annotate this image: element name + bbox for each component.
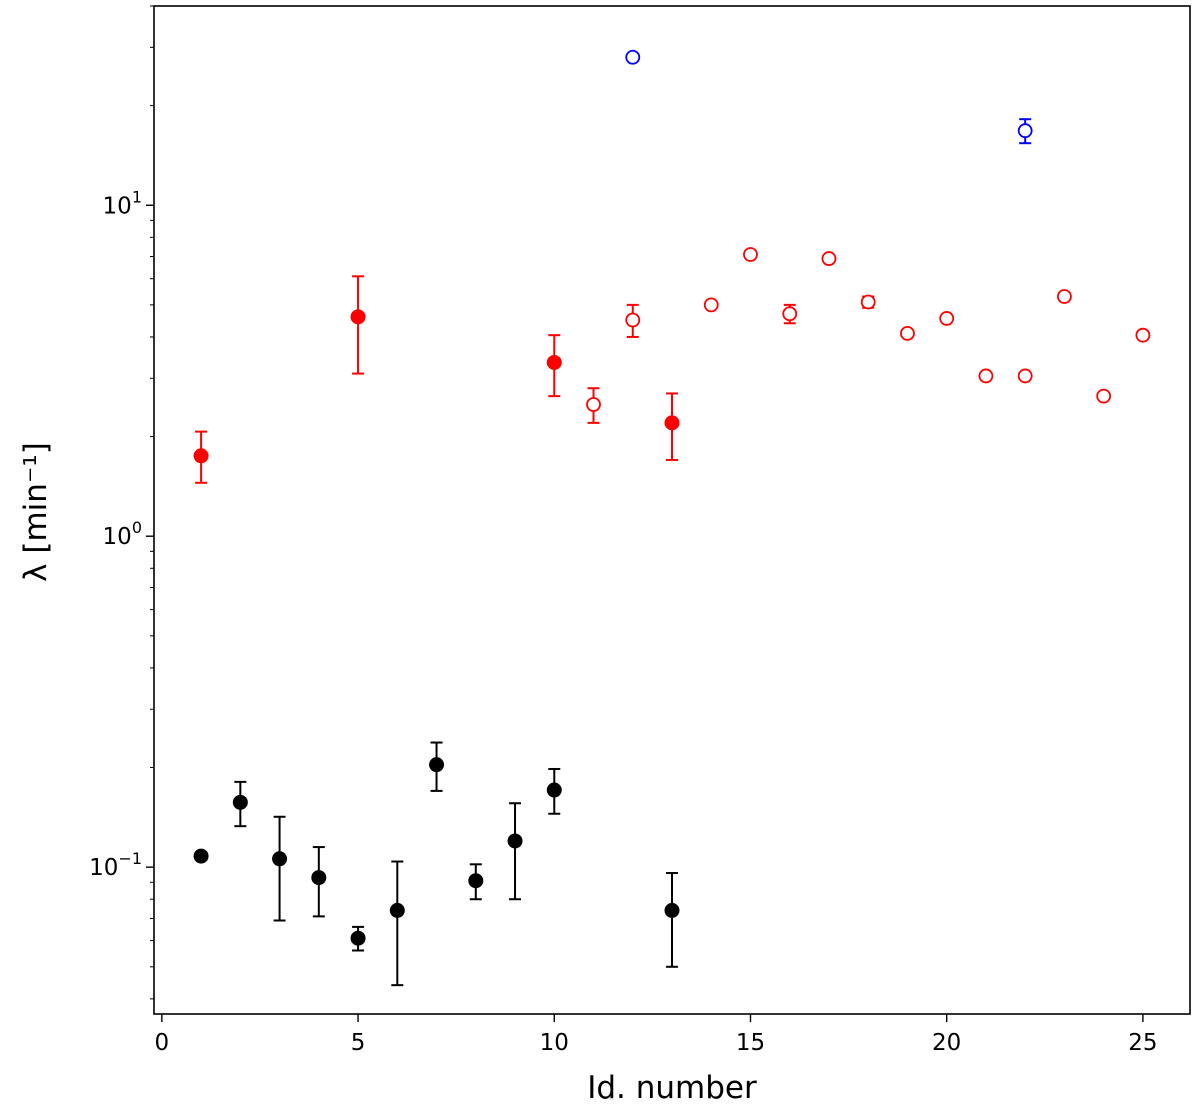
data-point xyxy=(743,247,758,262)
data-point xyxy=(703,297,719,313)
data-point xyxy=(193,848,209,864)
x-tick-label: 10 xyxy=(540,1030,569,1056)
series-group xyxy=(586,247,1151,424)
x-tick-label: 5 xyxy=(351,1030,366,1056)
x-tick-label: 20 xyxy=(932,1030,961,1056)
y-axis-label: λ [min⁻¹] xyxy=(18,442,54,582)
series-group xyxy=(193,275,680,484)
data-point xyxy=(1096,388,1112,404)
data-point xyxy=(546,354,562,370)
data-point xyxy=(1017,123,1033,139)
data-point xyxy=(350,930,366,946)
x-axis-label: Id. number xyxy=(587,1070,757,1106)
data-point xyxy=(311,870,327,886)
data-point xyxy=(821,251,837,266)
data-point xyxy=(939,311,955,326)
y-tick-base: 10 xyxy=(89,855,118,881)
data-point xyxy=(664,902,680,918)
data-point xyxy=(978,368,994,384)
data-point xyxy=(193,448,209,464)
y-tick-base: 10 xyxy=(103,524,132,550)
y-tick-exponent: 1 xyxy=(132,187,142,206)
y-tick-exponent: 0 xyxy=(132,518,142,537)
data-point xyxy=(507,833,523,849)
data-point xyxy=(272,851,288,867)
data-point xyxy=(1135,327,1151,343)
series-group xyxy=(193,741,680,987)
data-point xyxy=(546,782,562,798)
data-point xyxy=(389,902,405,918)
data-point xyxy=(350,309,366,325)
data-point xyxy=(782,306,798,322)
y-tick-label: 101 xyxy=(103,187,142,219)
y-tick-label: 10−1 xyxy=(89,849,142,881)
y-tick-base: 10 xyxy=(103,193,132,219)
data-point xyxy=(860,294,876,310)
x-tick-label: 25 xyxy=(1128,1030,1157,1056)
y-tick-exponent: −1 xyxy=(118,849,142,868)
data-marks xyxy=(193,49,1151,987)
data-point xyxy=(1057,289,1072,304)
plot-area xyxy=(153,5,1191,1015)
data-point xyxy=(625,49,641,65)
data-point xyxy=(468,873,484,889)
series-group xyxy=(625,49,1033,145)
data-point xyxy=(232,794,248,810)
data-point xyxy=(664,415,680,431)
y-tick-label: 100 xyxy=(103,518,142,550)
data-point xyxy=(429,757,445,773)
data-point xyxy=(586,397,601,412)
data-point xyxy=(625,312,641,328)
data-point xyxy=(900,326,915,341)
x-tick-label: 15 xyxy=(736,1030,765,1056)
data-point xyxy=(1017,368,1033,384)
x-tick-label: 0 xyxy=(155,1030,170,1056)
